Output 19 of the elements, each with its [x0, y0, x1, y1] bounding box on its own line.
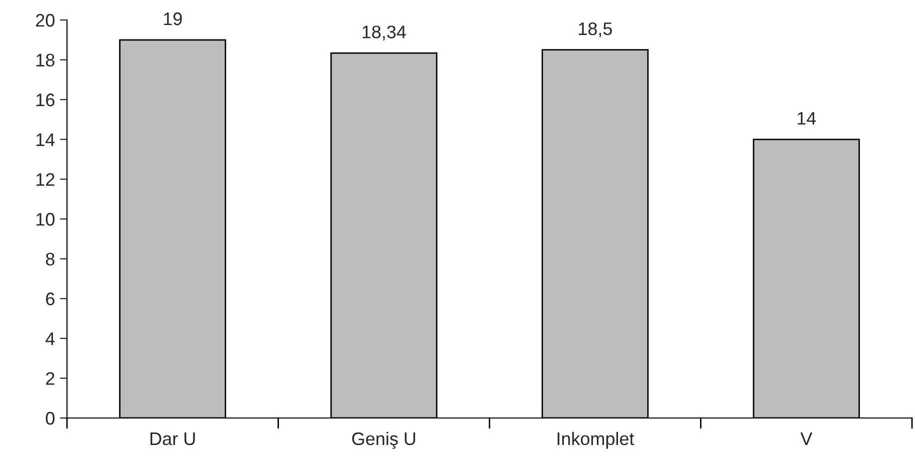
y-tick-label: 16 — [36, 94, 54, 106]
data-label: 19 — [164, 12, 182, 26]
x-tick-label: Dar U — [150, 432, 195, 446]
x-tick-label: Geniş U — [352, 432, 416, 449]
y-tick-label: 20 — [36, 14, 54, 27]
data-label: 14 — [798, 112, 816, 125]
y-tick-label: 18 — [36, 54, 54, 67]
y-tick-label: 0 — [46, 412, 54, 425]
y-tick-label: 2 — [46, 372, 54, 385]
data-label: 18,34 — [362, 26, 406, 40]
y-tick-label: 6 — [46, 292, 54, 306]
y-tick-label: 14 — [36, 134, 55, 146]
y-tick-label: 12 — [36, 173, 54, 186]
data-label: 18,5 — [578, 22, 612, 38]
y-tick-label: 10 — [36, 212, 54, 226]
y-tick-label: 4 — [46, 332, 55, 345]
x-tick-label: Inkomplet — [558, 432, 634, 449]
x-tick-label: V — [800, 432, 812, 445]
y-tick-label: 8 — [46, 252, 54, 266]
